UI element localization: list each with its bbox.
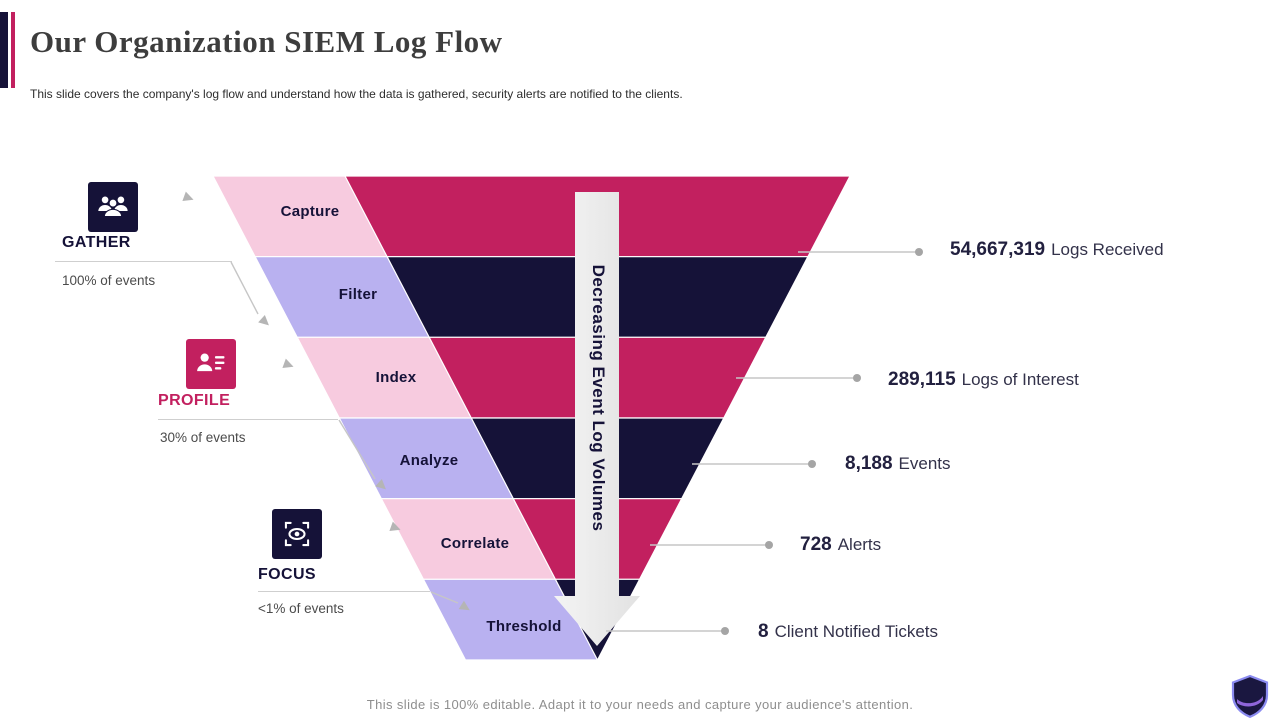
metric-value: 728 (800, 534, 832, 555)
page-subtitle: This slide covers the company's log flow… (30, 87, 683, 101)
connector-dot (915, 248, 923, 256)
metric-alerts: 728 Alerts (800, 534, 881, 556)
stage-gather-events: 100% of events (62, 273, 156, 288)
gather-connector (230, 261, 259, 315)
arrow-marker-icon (282, 358, 294, 369)
metric-value: 289,115 (888, 369, 956, 390)
stage-profile-events: 30% of events (160, 430, 246, 445)
connector-dot (808, 460, 816, 468)
arrow-marker-icon (458, 600, 470, 611)
metric-label: Logs Received (1051, 240, 1164, 259)
connector-dot (853, 374, 861, 382)
stage-gather-divider (55, 261, 232, 262)
funnel-level-analyze: Analyze (399, 452, 459, 469)
stage-gather-label: GATHER (62, 234, 131, 251)
footer-note: This slide is 100% editable. Adapt it to… (366, 697, 914, 712)
profile-connector (338, 419, 376, 480)
page-title: Our Organization SIEM Log Flow (30, 24, 503, 59)
focus-connector (430, 591, 459, 604)
funnel-level-correlate: Correlate (440, 535, 510, 552)
down-arrow (554, 192, 640, 646)
metric-value: 8,188 (845, 453, 893, 474)
metric-logs-of-interest: 289,115 Logs of Interest (888, 369, 1079, 391)
focus-icon-box (272, 509, 322, 559)
metric-label: Events (898, 454, 951, 473)
metric-label: Alerts (837, 535, 882, 554)
center-arrow-label: Decreasing Event Log Volumes (589, 264, 608, 532)
profile-icon-box (186, 339, 236, 389)
metric-value: 54,667,319 (950, 239, 1046, 260)
arrow-marker-icon (182, 191, 194, 202)
funnel-level-index: Index (375, 369, 417, 386)
metric-value: 8 (758, 621, 769, 642)
stage-focus-divider (258, 591, 430, 592)
stage-profile-divider (158, 419, 338, 420)
shield-logo-icon (1228, 674, 1272, 720)
metric-client-tickets: 8 Client Notified Tickets (758, 621, 938, 643)
accent-bar-magenta (11, 12, 15, 88)
metric-logs-received: 54,667,319 Logs Received (950, 239, 1164, 261)
arrow-marker-icon (375, 478, 386, 490)
gather-icon-box (88, 182, 138, 232)
stage-focus-events: <1% of events (258, 601, 344, 616)
connector-dot (765, 541, 773, 549)
connector-dot (721, 627, 729, 635)
arrow-marker-icon (258, 314, 269, 326)
people-group-icon (98, 196, 128, 218)
stage-focus-label: FOCUS (258, 566, 316, 583)
funnel-level-threshold: Threshold (486, 618, 562, 635)
person-profile-icon (197, 353, 225, 372)
arrow-marker-icon (389, 521, 401, 532)
metric-events: 8,188 Events (845, 453, 951, 475)
funnel-level-filter: Filter (338, 286, 378, 303)
metric-label: Client Notified Tickets (774, 622, 939, 641)
metric-label: Logs of Interest (961, 370, 1079, 389)
funnel-level-capture: Capture (280, 203, 340, 220)
eye-focus-icon (284, 521, 310, 547)
funnel-light-band-threshold (422, 578, 601, 661)
stage-profile-label: PROFILE (158, 392, 231, 409)
accent-bar-navy (0, 12, 8, 88)
